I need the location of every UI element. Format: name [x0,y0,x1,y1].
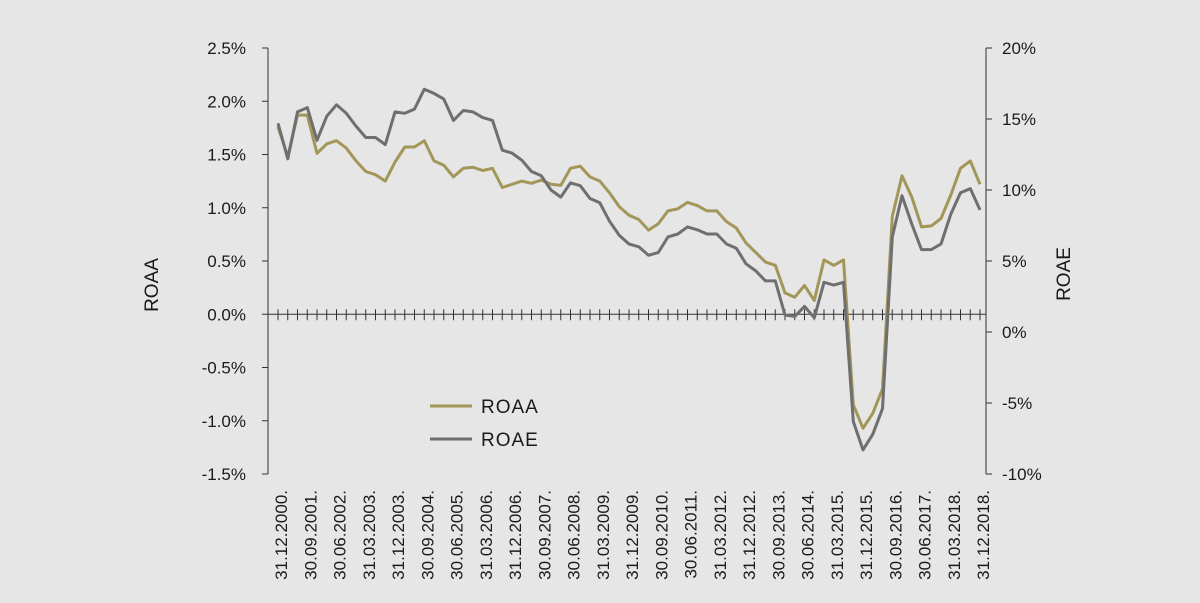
legend-label-roae: ROAE [481,430,539,451]
left-axis-tick-label: 0.0% [207,305,246,324]
x-axis-tick-label: 30.06.2011. [682,490,701,579]
right-axis-tick-label: -5% [1002,394,1032,413]
x-axis-tick-label: 31.03.2012. [711,490,730,580]
left-axis-tick-label: 1.0% [207,199,246,218]
left-axis: 2.5% 2.0% 1.5% 1.0% 0.5% 0.0% -0.5% -1.0% -1.5% [202,39,269,484]
zero-axis-line [268,309,986,321]
x-axis-tick-label: 30.09.2007. [535,490,554,580]
x-axis-tick-label: 30.06.2014. [799,490,818,580]
x-axis-tick-label: 30.09.2001. [301,490,320,580]
x-axis-tick-label: 30.06.2005. [448,490,467,580]
x-axis-tick-label: 30.06.2017. [916,490,935,580]
x-axis-tick-label: 30.09.2013. [769,490,788,580]
x-axis-tick-label: 30.09.2016. [886,490,905,580]
x-axis-tick-label: 30.06.2002. [331,490,350,580]
left-axis-title: ROAA [142,258,163,312]
series-line-roaa [276,113,982,430]
left-axis-tick-label: 2.0% [207,92,246,111]
x-axis-tick-label: 30.09.2004. [418,490,437,580]
series-line-roae [276,87,982,452]
right-axis-tick-label: 0% [1002,323,1027,342]
left-axis-tick-label: -1.5% [202,465,246,484]
left-axis-tick-label: -0.5% [202,359,246,378]
x-axis-tick-label: 31.12.2015. [857,490,876,580]
left-axis-tick-label: 0.5% [207,252,246,271]
right-axis-tick-label: -10% [1002,465,1042,484]
x-axis-labels: 31.12.2000. 30.09.2001. 30.06.2002. 31.03.2… [272,490,993,580]
x-axis-tick-label: 31.03.2018. [945,490,964,580]
x-axis-tick-label: 31.12.2009. [623,490,642,580]
right-axis-tick-label: 10% [1002,181,1036,200]
legend-label-roaa: ROAA [481,397,539,418]
x-axis-tick-label: 31.03.2006. [477,490,496,580]
right-axis-title: ROAE [1054,247,1075,301]
right-axis-tick-label: 15% [1002,110,1036,129]
x-axis-tick-label: 30.09.2010. [652,490,671,580]
left-axis-tick-label: -1.0% [202,412,246,431]
x-axis-tick-label: 31.03.2003. [360,490,379,580]
legend: ROAA ROAE [430,397,539,451]
x-axis-tick-label: 31.12.2003. [389,490,408,580]
x-axis-tick-label: 30.06.2008. [565,490,584,580]
right-axis: 20% 15% 10% 5% 0% -5% -10% [985,39,1042,484]
series-layer [276,87,982,452]
x-axis-tick-label: 31.03.2009. [594,490,613,580]
x-axis-tick-label: 31.12.2018. [974,490,993,580]
left-axis-tick-label: 2.5% [207,39,246,58]
x-axis-tick-label: 31.12.2000. [272,490,291,580]
right-axis-tick-label: 20% [1002,39,1036,58]
x-axis-tick-label: 31.12.2012. [740,490,759,580]
x-axis-tick-label: 31.03.2015. [828,490,847,580]
x-axis-tick-label: 31.12.2006. [506,490,525,580]
left-axis-tick-label: 1.5% [207,146,246,165]
right-axis-tick-label: 5% [1002,252,1027,271]
